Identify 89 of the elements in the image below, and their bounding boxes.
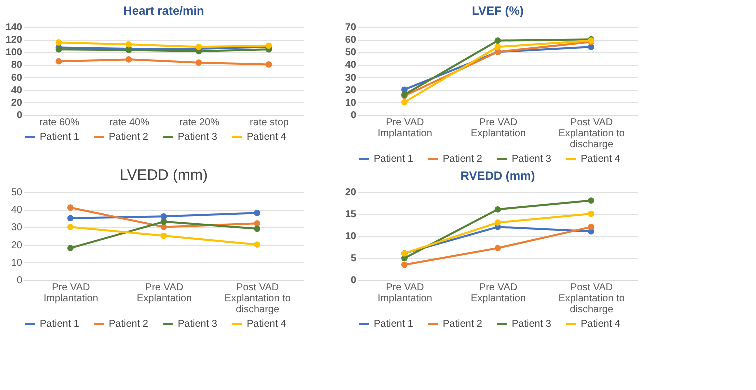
legend-label: Patient 3 [178, 319, 218, 330]
x-tick-label: Post VAD Explantation to discharge [558, 282, 626, 316]
point [56, 58, 62, 65]
y-tick-label: 10 [345, 98, 357, 109]
legend-label: Patient 2 [109, 319, 149, 330]
legend-label: Patient 1 [40, 132, 80, 143]
y-tick-label: 100 [6, 48, 23, 59]
y-tick-label: 10 [11, 258, 23, 269]
legend-label: Patient 3 [178, 132, 218, 143]
chart-title: LVEDD (mm) [120, 167, 208, 184]
point [402, 99, 408, 106]
y-tick-label: 0 [350, 276, 357, 286]
point [160, 213, 168, 220]
x-tick-label: Pre VAD Implantation [378, 282, 432, 304]
legend-label: Patient 2 [443, 154, 483, 165]
legend-label: Patient 4 [247, 319, 287, 330]
x-tick-label: rate stop [250, 118, 290, 128]
y-tick-label: 10 [345, 232, 357, 242]
legend-label: Patient 2 [109, 132, 149, 143]
point [494, 206, 502, 213]
y-tick-label: 20 [11, 240, 23, 252]
y-tick-label: 20 [345, 188, 357, 198]
legend-label: Patient 1 [374, 319, 414, 330]
point [160, 218, 168, 226]
point [588, 210, 594, 218]
legend-label: Patient 4 [581, 154, 621, 165]
point [494, 220, 502, 226]
y-tick-label: 70 [345, 22, 357, 34]
point [126, 41, 132, 48]
point [254, 220, 260, 227]
point [254, 226, 260, 232]
y-tick-label: 30 [345, 72, 357, 84]
chart-title: LVEF (%) [472, 4, 524, 18]
chart-title: RVEDD (mm) [460, 169, 536, 183]
y-tick-label: 5 [350, 254, 357, 264]
point [266, 62, 272, 68]
legend-label: Patient 1 [374, 154, 414, 165]
point [588, 198, 594, 204]
y-tick-label: 50 [345, 48, 357, 59]
point [588, 44, 594, 50]
x-tick-label: Pre VAD Explantation [470, 118, 526, 140]
point [160, 232, 168, 240]
legend-label: Patient 1 [40, 319, 80, 330]
y-tick-label: 60 [345, 35, 357, 46]
point [588, 224, 594, 230]
y-tick-label: 40 [11, 205, 23, 216]
y-tick-label: 20 [11, 98, 23, 109]
point [56, 40, 62, 46]
point [402, 262, 408, 268]
legend-label: Patient 4 [247, 132, 287, 143]
point [254, 242, 260, 248]
point [196, 60, 202, 66]
y-tick-label: 0 [350, 110, 357, 122]
point [254, 210, 260, 216]
y-tick-label: 0 [16, 276, 23, 286]
y-tick-label: 0 [16, 110, 23, 122]
x-tick-label: Pre VAD Explantation [136, 282, 192, 304]
y-tick-label: 20 [345, 85, 357, 96]
y-tick-label: 40 [11, 85, 23, 96]
point [494, 38, 502, 44]
legend-label: Patient 4 [581, 319, 621, 330]
y-tick-label: 140 [6, 22, 23, 34]
y-tick-label: 50 [11, 188, 23, 198]
point [68, 245, 74, 252]
point [494, 245, 502, 252]
y-tick-label: 15 [345, 210, 357, 220]
x-tick-label: rate 60% [39, 118, 80, 128]
x-tick-label: Post VAD Explantation to discharge [558, 118, 626, 150]
y-tick-label: 30 [11, 222, 23, 234]
point [494, 44, 502, 50]
chart-title: Heart rate/min [124, 4, 204, 18]
point [68, 215, 74, 222]
x-tick-label: Pre VAD Explantation [470, 282, 526, 304]
x-tick-label: rate 40% [109, 118, 150, 128]
point [126, 56, 132, 63]
y-tick-label: 120 [6, 35, 23, 46]
point [68, 204, 74, 211]
legend-label: Patient 3 [512, 319, 552, 330]
x-tick-label: rate 20% [179, 118, 220, 128]
legend-label: Patient 3 [512, 154, 552, 165]
y-tick-label: 40 [345, 60, 357, 72]
x-tick-label: Pre VAD Implantation [44, 282, 98, 304]
y-tick-label: 80 [11, 60, 23, 72]
x-tick-label: Pre VAD Implantation [378, 118, 432, 140]
point [68, 224, 74, 230]
point [160, 224, 168, 230]
y-tick-label: 60 [11, 72, 23, 84]
x-tick-label: Post VAD Explantation to discharge [224, 282, 292, 316]
legend-label: Patient 2 [443, 319, 483, 330]
